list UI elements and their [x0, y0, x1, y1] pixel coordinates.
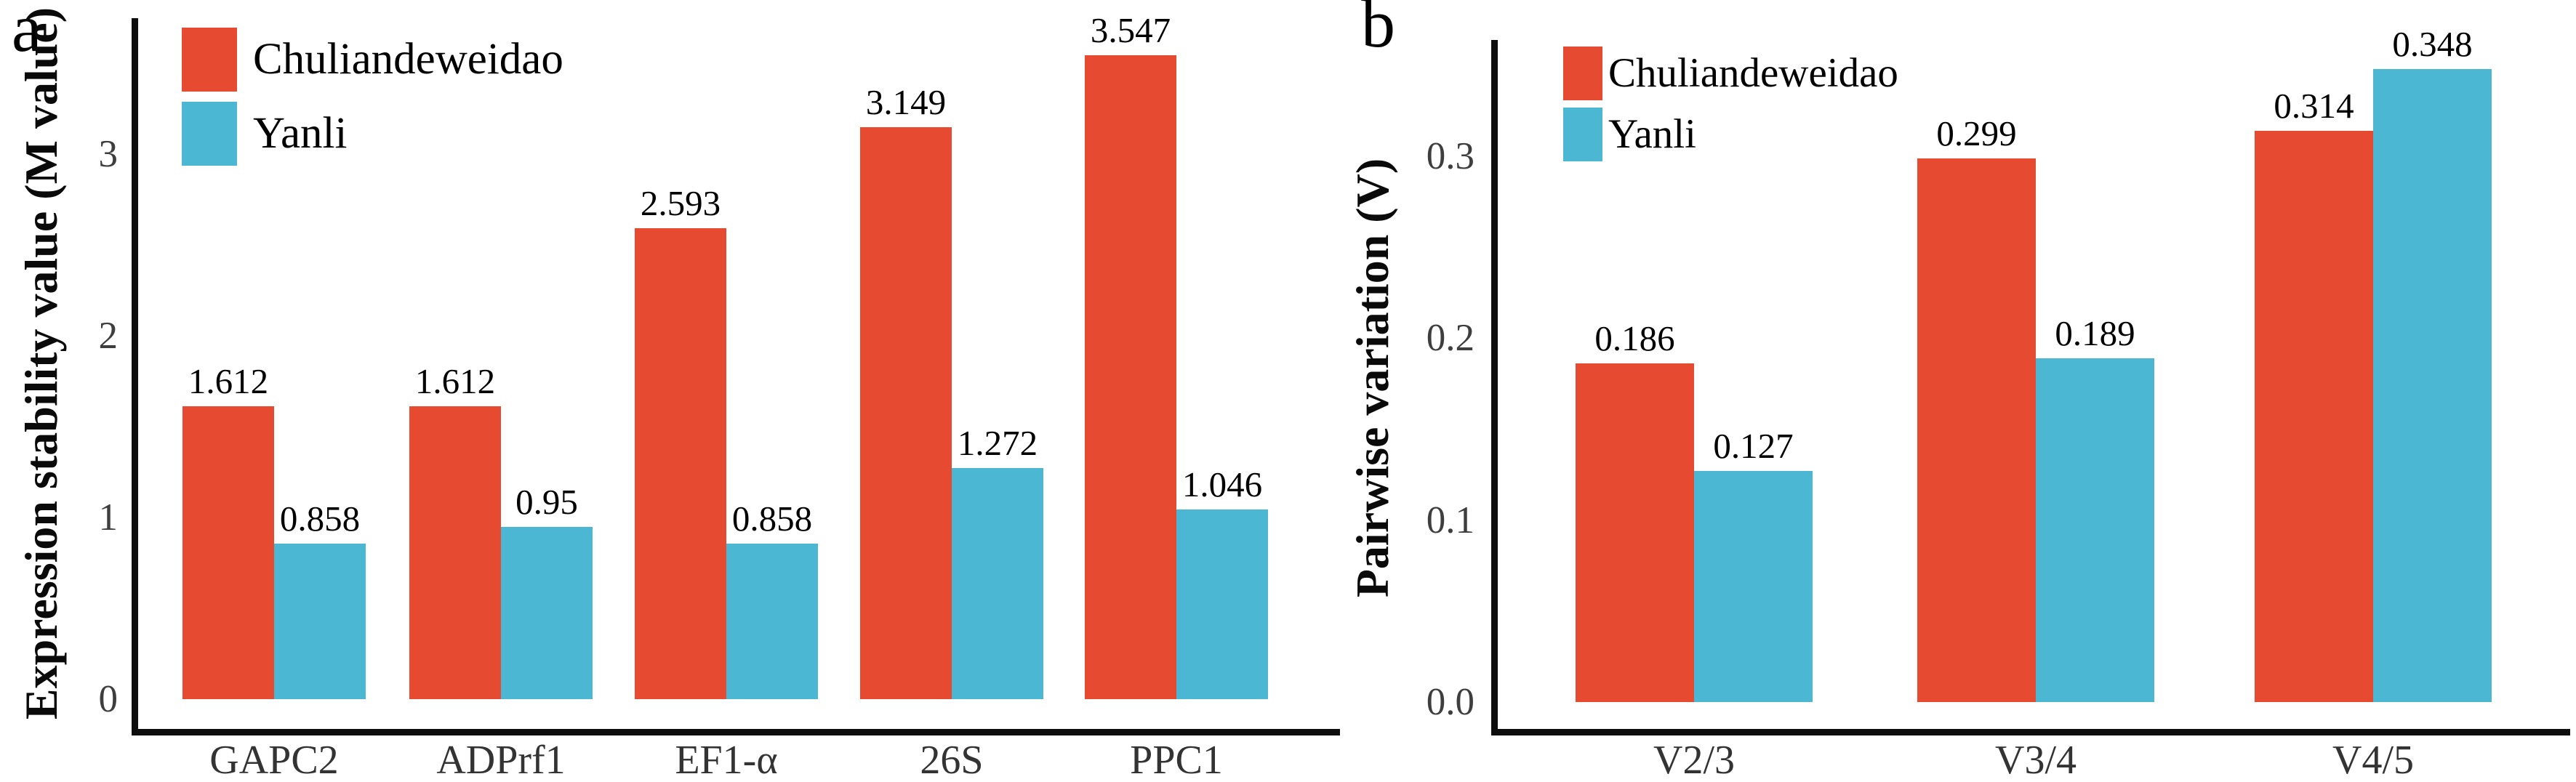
bar-value-label: 0.186: [1594, 318, 1675, 359]
legend-label-Yanli: Yanli: [1608, 111, 1696, 157]
y-tick-label: 0.0: [1426, 681, 1474, 723]
bar-value-label: 3.149: [865, 82, 947, 123]
bar-value-label: 2.593: [640, 183, 721, 224]
bar-value-label: 3.547: [1090, 9, 1171, 50]
bar-value-label: 0.348: [2392, 24, 2473, 65]
y-tick-label: 0.3: [1426, 135, 1474, 178]
bar-Chuliandeweidao-EF1-α: [635, 228, 726, 699]
bar-value-label: 0.299: [1936, 113, 2017, 153]
bar-Chuliandeweidao-26S: [860, 127, 952, 699]
legend-swatch-Chuliandeweidao: [1563, 47, 1602, 100]
bar-value-label: 0.95: [515, 481, 578, 522]
x-category-label: EF1-α: [675, 738, 778, 782]
bar-Yanli-ADPrf1: [501, 526, 593, 699]
y-axis-line-b: [1491, 40, 1498, 735]
bar-value-label: 0.127: [1713, 426, 1794, 467]
y-tick-label: 0.2: [1426, 317, 1474, 360]
bar-Yanli-V4/5: [2373, 69, 2492, 702]
legend-swatch-Chuliandeweidao: [182, 28, 237, 92]
bar-value-label: 0.858: [731, 498, 813, 539]
x-axis-line-b: [1491, 729, 2570, 735]
y-axis-line-a: [132, 18, 138, 735]
bar-value-label: 1.272: [957, 423, 1038, 464]
bar-Chuliandeweidao-V3/4: [1917, 158, 2036, 702]
x-axis-line-a: [132, 729, 1340, 735]
bar-Chuliandeweidao-ADPrf1: [409, 406, 501, 699]
y-tick-label: 1: [98, 496, 119, 539]
x-category-label: V2/3: [1653, 738, 1735, 782]
bar-Yanli-EF1-α: [726, 543, 818, 699]
x-category-label: GAPC2: [209, 738, 339, 782]
bar-Yanli-V2/3: [1694, 471, 1813, 702]
panel-label-a: a: [12, 0, 42, 66]
x-category-label: PPC1: [1130, 738, 1223, 782]
bar-value-label: 0.858: [279, 498, 361, 539]
bar-value-label: 0.189: [2055, 313, 2135, 353]
bar-Chuliandeweidao-GAPC2: [182, 406, 274, 699]
x-category-label: 26S: [920, 738, 984, 782]
legend-label-Chuliandeweidao: Chuliandeweidao: [1608, 50, 1898, 96]
bar-value-label: 0.314: [2274, 86, 2354, 126]
bar-Yanli-26S: [952, 468, 1043, 699]
x-category-label: V4/5: [2332, 738, 2414, 782]
bar-Yanli-PPC1: [1176, 509, 1268, 699]
y-tick-label: 2: [98, 315, 119, 358]
y-tick-label: 0.1: [1426, 499, 1474, 541]
bar-Yanli-V3/4: [2036, 358, 2154, 702]
y-tick-label: 3: [98, 133, 119, 176]
bar-Chuliandeweidao-V4/5: [2255, 131, 2373, 702]
bar-Chuliandeweidao-V2/3: [1576, 363, 1694, 702]
x-category-label: ADPrf1: [436, 738, 566, 782]
legend-swatch-Yanli: [1563, 108, 1602, 161]
y-tick-label: 0: [98, 678, 119, 720]
legend-label-Yanli: Yanli: [253, 109, 348, 158]
bar-Yanli-GAPC2: [274, 543, 366, 699]
bar-value-label: 1.612: [188, 361, 269, 402]
bar-Chuliandeweidao-PPC1: [1085, 55, 1176, 699]
bar-value-label: 1.046: [1181, 464, 1263, 504]
x-category-label: V3/4: [1995, 738, 2077, 782]
panel-label-b: b: [1361, 0, 1395, 62]
legend-swatch-Yanli: [182, 102, 237, 166]
legend-label-Chuliandeweidao: Chuliandeweidao: [253, 35, 563, 84]
y-axis-title-a: Expression stability value (M value): [15, 7, 67, 720]
bar-value-label: 1.612: [414, 361, 496, 402]
